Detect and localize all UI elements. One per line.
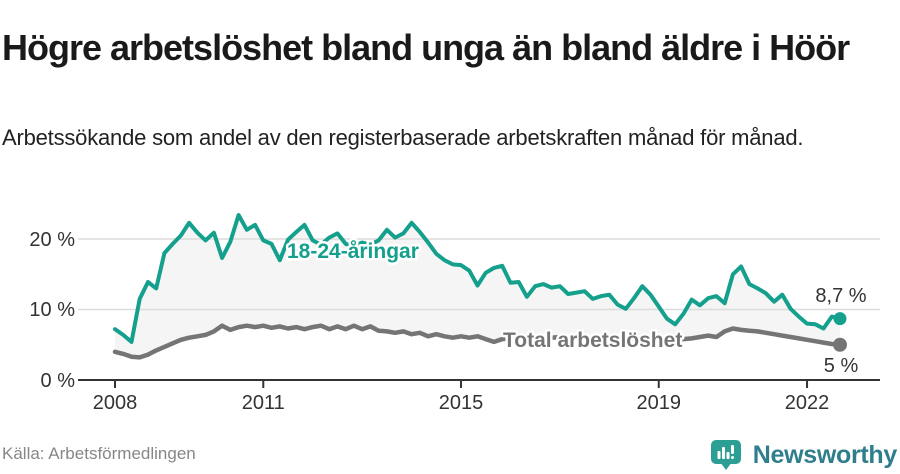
youth-end-value: 8,7 % bbox=[815, 285, 866, 307]
x-axis-labels: 2008 2011 2015 2019 2022 bbox=[93, 392, 830, 414]
brand-name: Newsworthy bbox=[752, 440, 898, 469]
newsworthy-icon bbox=[710, 440, 741, 470]
youth-line bbox=[113, 213, 842, 344]
x-tick-2015: 2015 bbox=[439, 392, 484, 414]
total-end-dot bbox=[833, 337, 847, 352]
bar-chart-glyph bbox=[717, 445, 734, 459]
y-tick-0: 0 % bbox=[41, 370, 76, 392]
x-tick-2011: 2011 bbox=[242, 392, 285, 414]
source-caption: Källa: Arbetsförmedlingen bbox=[2, 444, 196, 463]
x-tick-2019: 2019 bbox=[637, 392, 682, 414]
chart-subtitle: Arbetssökande som andel av den registerb… bbox=[2, 125, 804, 150]
total-end-value: 5 % bbox=[824, 355, 859, 377]
page-title: Högre arbetslöshet bland unga än bland ä… bbox=[2, 27, 850, 69]
total-line bbox=[112, 323, 843, 360]
youth-end-dot bbox=[833, 312, 847, 326]
line-chart: 20 % 10 % 0 % 2008 2011 2015 2019 2022 1… bbox=[29, 213, 880, 414]
x-axis-ticks bbox=[114, 381, 809, 388]
y-tick-20: 20 % bbox=[29, 229, 75, 251]
total-series-label: Total arbetslöshet bbox=[503, 329, 682, 352]
brand-logo: Newsworthy bbox=[707, 436, 897, 474]
youth-series-label: 18-24-åringar bbox=[287, 240, 419, 263]
y-tick-10: 10 % bbox=[29, 299, 75, 321]
x-tick-2008: 2008 bbox=[93, 392, 138, 414]
x-tick-2022: 2022 bbox=[785, 392, 830, 414]
